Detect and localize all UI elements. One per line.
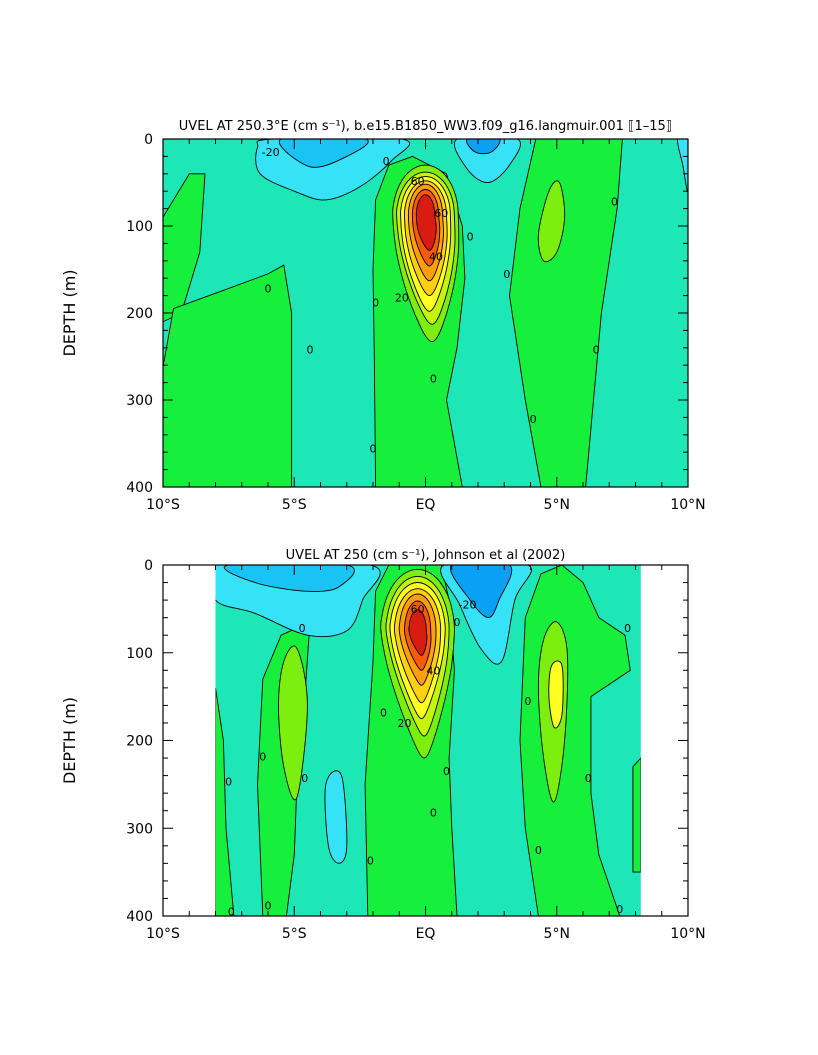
y-tick-label: 300 — [126, 393, 153, 409]
x-tick-label: EQ — [416, 497, 436, 513]
eastward-band-1 — [163, 264, 293, 487]
contour-label: 0 — [530, 413, 537, 426]
y-tick-label: 0 — [144, 132, 153, 148]
contour-field — [163, 139, 688, 487]
y-axis-label: DEPTH (m) — [60, 269, 79, 356]
contour-field — [215, 565, 641, 916]
contour-label: 0 — [367, 855, 374, 868]
contour-label: 0 — [307, 344, 314, 357]
contour-label: 0 — [611, 196, 618, 209]
contour-label: 0 — [370, 443, 377, 456]
y-tick-label: 100 — [126, 219, 153, 235]
contour-label: 0 — [259, 750, 266, 763]
x-tick-label: 10°N — [670, 926, 705, 942]
contour-label: 0 — [535, 844, 542, 857]
x-tick-label: 5°S — [282, 497, 307, 513]
contour-label: 0 — [593, 344, 600, 357]
westward-region-4 — [324, 770, 348, 864]
x-tick-label: 10°S — [146, 497, 180, 513]
westward-region-3 — [466, 139, 501, 155]
contour-label: 0 — [524, 695, 531, 708]
x-tick-label: 5°N — [544, 497, 570, 513]
x-tick-label: 5°S — [282, 926, 307, 942]
westward-region-4 — [676, 139, 688, 193]
eastward-lobe — [537, 180, 566, 263]
eastward-band-3 — [509, 139, 623, 487]
chart-title: UVEL AT 250 (cm s⁻¹), Johnson et al (200… — [286, 548, 566, 563]
westward-region-3 — [449, 565, 513, 619]
y-tick-label: 300 — [126, 821, 153, 837]
westward-region-2 — [453, 139, 521, 183]
contour-label: 0 — [372, 297, 379, 310]
x-tick-label: EQ — [416, 926, 436, 942]
chart-title: UVEL AT 250.3°E (cm s⁻¹), b.e15.B1850_WW… — [179, 119, 672, 134]
eastward-band-0 — [215, 687, 235, 916]
contour-label: 20 — [398, 717, 412, 730]
jet-contour-6 — [408, 609, 428, 656]
contour-label: 0 — [225, 776, 232, 789]
contour-label: 0 — [430, 806, 437, 819]
contour-label: 0 — [467, 230, 474, 243]
y-tick-label: 0 — [144, 558, 153, 574]
x-tick-label: 10°N — [670, 497, 705, 513]
y-tick-label: 200 — [126, 734, 153, 750]
contour-label: 0 — [265, 283, 272, 296]
contour-label: 60 — [411, 603, 425, 616]
y-tick-label: 400 — [126, 480, 153, 496]
eastward-lobe-south — [278, 645, 308, 801]
eastward-core-north — [548, 660, 564, 729]
contour-label: 0 — [228, 906, 235, 919]
contour-label: 0 — [299, 622, 306, 635]
panel-observations: 60 40 20 -20 0 0 0 0 0 0 0 0 0 0 0 0 0 0 0 0 10°S 5°S EQ 5°N 10°… — [60, 548, 706, 942]
contour-label: 0 — [624, 622, 631, 635]
contour-label: 0 — [380, 706, 387, 719]
x-tick-label: 10°S — [146, 926, 180, 942]
westward-region-1 — [223, 565, 355, 593]
contour-label: 0 — [585, 772, 592, 785]
contour-label: -20 — [459, 598, 477, 611]
contour-label: 20 — [395, 291, 409, 304]
contour-label: 0 — [443, 765, 450, 778]
contour-label: 0 — [430, 372, 437, 385]
contour-label: 40 — [429, 250, 443, 263]
contour-label: 0 — [616, 903, 623, 916]
y-axis-label: DEPTH (m) — [60, 697, 79, 784]
contour-label: 60 — [434, 207, 448, 220]
westward-region-1 — [278, 139, 369, 168]
eastward-band-4 — [632, 757, 641, 873]
x-tick-label: 5°N — [544, 926, 570, 942]
eastward-band-0 — [163, 173, 206, 323]
contour-label: 0 — [301, 772, 308, 785]
contour-label: 0 — [503, 268, 510, 281]
y-tick-label: 100 — [126, 646, 153, 662]
y-tick-label: 200 — [126, 306, 153, 322]
contour-label: 60 — [411, 175, 425, 188]
contour-label: 0 — [383, 155, 390, 168]
contour-label: 0 — [454, 616, 461, 629]
contour-label: -20 — [262, 146, 280, 159]
contour-label: 40 — [426, 664, 440, 677]
contour-label: 0 — [265, 899, 272, 912]
y-tick-label: 400 — [126, 909, 153, 925]
jet-contour-6 — [415, 194, 437, 251]
